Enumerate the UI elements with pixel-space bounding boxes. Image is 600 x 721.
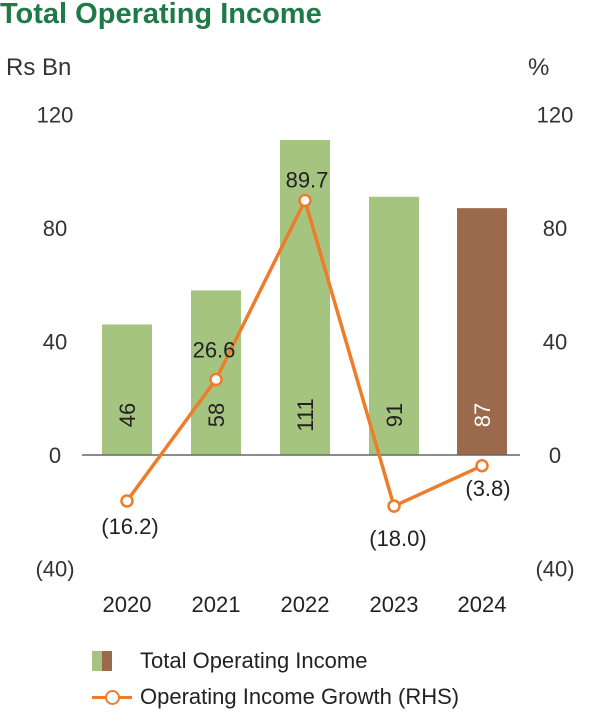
bar-value-label: 58 <box>204 403 229 427</box>
legend-item-line: Operating Income Growth (RHS) <box>92 684 459 710</box>
growth-point <box>387 499 401 513</box>
x-axis-tick-label: 2021 <box>192 592 241 617</box>
growth-point <box>120 494 134 508</box>
right-axis-tick-label: (40) <box>535 557 574 582</box>
growth-point <box>298 193 312 208</box>
x-axis-tick-label: 2022 <box>281 592 330 617</box>
legend-swatch-line <box>92 687 132 707</box>
x-axis-tick-label: 2024 <box>458 592 507 617</box>
right-axis-tick-label: 40 <box>543 330 567 355</box>
right-axis-tick-label: 0 <box>549 443 561 468</box>
bar <box>280 140 330 455</box>
bar <box>369 196 419 455</box>
bar-value-label: 111 <box>293 398 318 431</box>
growth-value-label: (18.0) <box>369 526 426 551</box>
growth-value-label: (3.8) <box>465 476 510 501</box>
legend-label-bars: Total Operating Income <box>140 648 368 673</box>
growth-point <box>209 372 223 387</box>
growth-value-label: 89.7 <box>286 167 329 192</box>
bar <box>191 290 241 455</box>
legend-label-line: Operating Income Growth (RHS) <box>140 684 460 709</box>
legend-item-bars: Total Operating Income <box>92 648 367 674</box>
bar-value-label: 87 <box>470 403 495 427</box>
bar <box>102 324 152 455</box>
left-axis-tick-label: (40) <box>35 557 74 582</box>
right-axis-unit: % <box>528 54 550 81</box>
chart-title: Total Operating Income <box>0 0 322 30</box>
right-axis-tick-label: 80 <box>543 216 567 241</box>
growth-value-label: (16.2) <box>101 514 158 539</box>
bar <box>457 208 507 455</box>
growth-value-label: 26.6 <box>193 338 236 363</box>
right-axis-tick-label: 120 <box>537 103 574 128</box>
legend-swatch-green <box>92 651 102 671</box>
chart-plot: 120 80 40 0 (40) 120 80 40 0 (40) 46 58 111 91 87 2020 2… <box>35 103 574 618</box>
legend-swatch-brown <box>102 651 112 671</box>
left-axis-tick-label: 120 <box>37 103 74 128</box>
x-axis-tick-label: 2020 <box>103 592 152 617</box>
left-axis-tick-label: 40 <box>43 330 67 355</box>
bar-value-label: 91 <box>382 403 407 427</box>
bar-value-label: 46 <box>115 403 140 427</box>
growth-point <box>475 459 489 473</box>
left-axis-tick-label: 80 <box>43 216 67 241</box>
x-axis-tick-label: 2023 <box>370 592 419 617</box>
left-axis-unit: Rs Bn <box>6 54 72 81</box>
left-axis-tick-label: 0 <box>49 443 61 468</box>
